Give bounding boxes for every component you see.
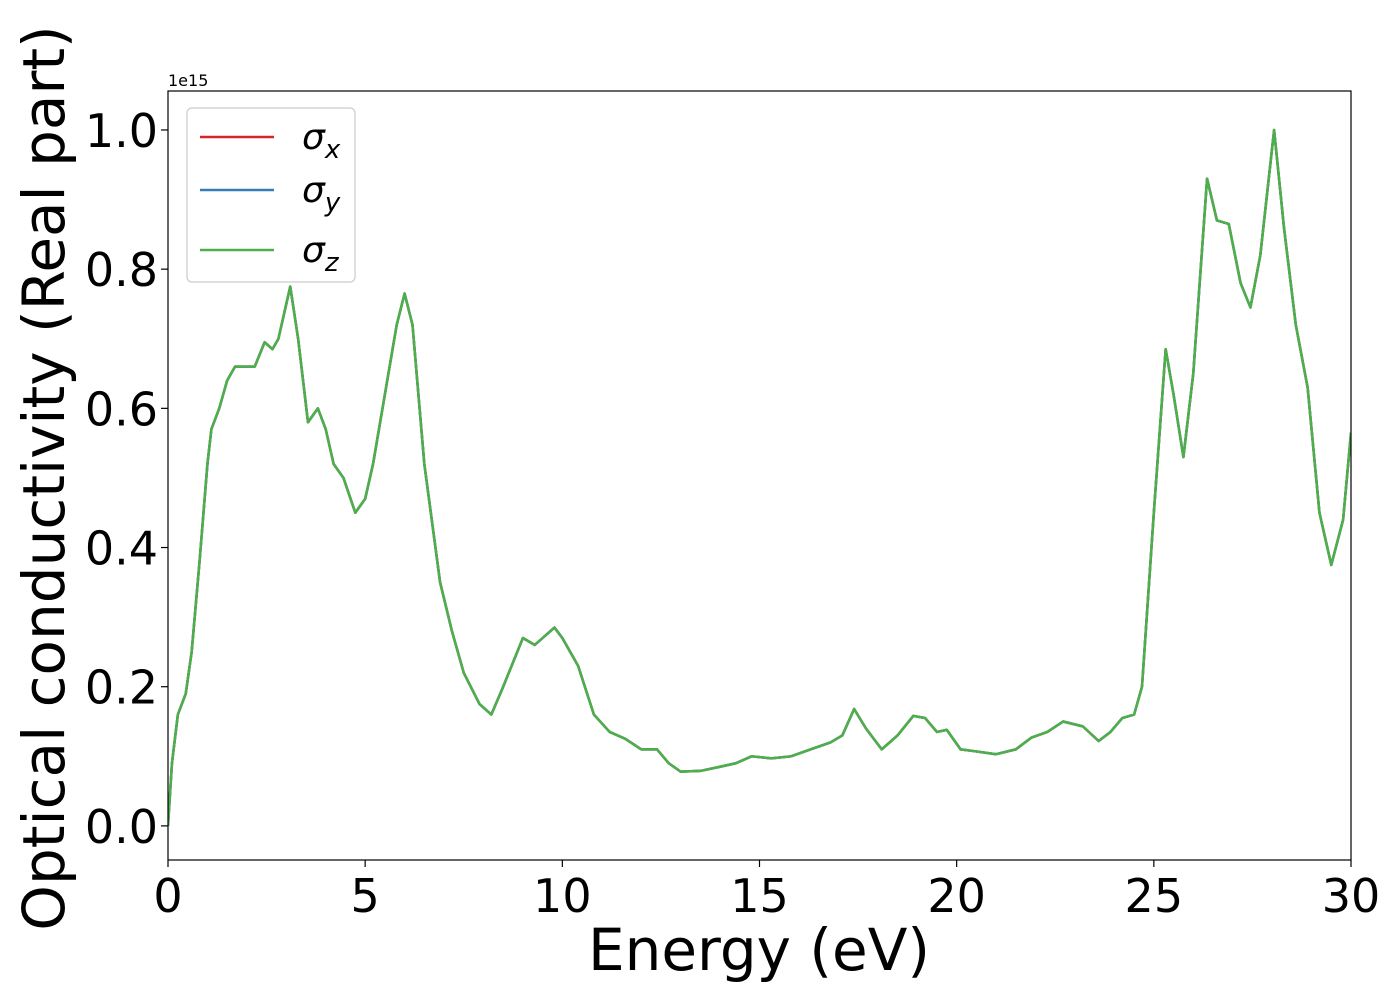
y-tick-label: 0.4 (85, 522, 158, 576)
y-tick-label: 0.6 (85, 382, 158, 436)
legend-label: σz (302, 230, 340, 278)
x-tick-label: 10 (533, 869, 592, 923)
x-axis-label: Energy (eV) (588, 916, 930, 984)
x-tick-label: 5 (351, 869, 380, 923)
x-tick-label: 15 (730, 869, 789, 923)
series-line (168, 128, 1351, 826)
y-axis-label: Optical conductivity (Real part) (10, 25, 78, 930)
x-tick-label: 20 (927, 869, 986, 923)
y-tick-label: 0.8 (85, 243, 158, 297)
x-tick-label: 30 (1322, 869, 1381, 923)
legend-box (186, 107, 356, 283)
y-tick-label: 0.2 (85, 661, 158, 715)
y-tick-label: 1.0 (85, 104, 158, 158)
y-offset-label: 1e15 (168, 71, 208, 90)
legend-label: σy (302, 170, 341, 218)
legend-label: σx (302, 117, 341, 165)
x-tick-label: 25 (1125, 869, 1184, 923)
x-tick-label: 0 (153, 869, 182, 923)
plot-frame (167, 90, 1352, 861)
y-tick-label: 0.0 (85, 800, 158, 854)
